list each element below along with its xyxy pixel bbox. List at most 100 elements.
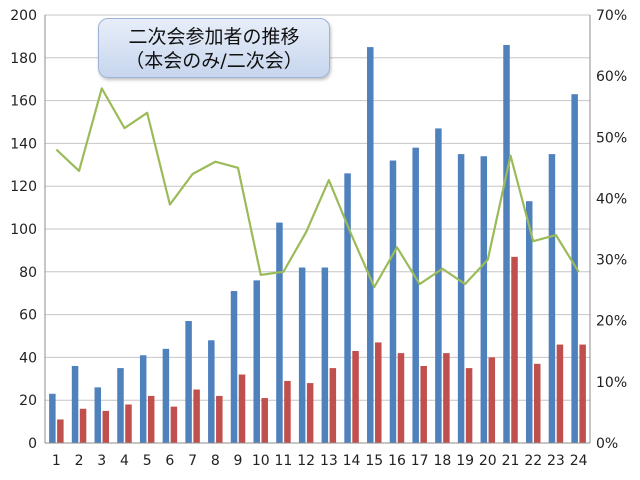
y-tick-label: 60 [19, 308, 37, 324]
y2-tick-label: 30% [596, 253, 627, 269]
x-tick-label: 9 [234, 453, 243, 469]
y2-tick-label: 40% [596, 191, 627, 207]
x-tick-label: 20 [479, 453, 497, 469]
x-tick-label: 23 [547, 453, 565, 469]
bar-red [420, 365, 427, 443]
bar-blue [253, 280, 260, 443]
x-tick-label: 10 [252, 453, 270, 469]
bar-blue [367, 47, 374, 443]
x-tick-label: 1 [52, 453, 61, 469]
y-tick-label: 20 [19, 393, 37, 409]
bar-blue [185, 321, 192, 443]
bar-red [261, 398, 268, 443]
y-tick-label: 180 [10, 51, 37, 67]
y-tick-label: 200 [10, 8, 37, 24]
bar-red [238, 374, 246, 443]
bar-blue [344, 173, 351, 444]
bar-blue [435, 128, 442, 444]
bar-blue [525, 201, 533, 443]
x-tick-label: 13 [320, 453, 338, 469]
x-tick-label: 11 [275, 453, 293, 469]
bar-blue [49, 393, 56, 443]
bar-red [352, 350, 359, 443]
x-tick-label: 6 [165, 453, 174, 469]
bar-blue [389, 160, 397, 443]
bar-red [193, 389, 200, 443]
axes [44, 15, 591, 444]
y-tick-label: 40 [19, 350, 37, 366]
chart-subtitle: （本会のみ/二次会） [125, 50, 303, 72]
bar-blue [321, 267, 329, 443]
bar-red [488, 357, 496, 443]
bar-blue [117, 368, 124, 443]
y-tick-label: 120 [10, 179, 37, 195]
bar-red [511, 256, 518, 443]
bar-red [306, 383, 314, 443]
y-axis-ticks: 0 20 40 60 80 100 120 140 160 180 200 [10, 8, 37, 452]
x-tick-label: 3 [97, 453, 106, 469]
x-tick-label: 2 [75, 453, 84, 469]
x-tick-label: 4 [120, 453, 129, 469]
bars [49, 44, 586, 444]
y2-tick-label: 70% [596, 8, 627, 24]
bar-blue [298, 267, 306, 443]
x-tick-label: 14 [343, 453, 361, 469]
chart-title: 二次会参加者の推移 [128, 26, 300, 48]
y-tick-label: 80 [19, 265, 37, 281]
x-tick-label: 19 [456, 453, 474, 469]
y2-tick-label: 10% [596, 375, 627, 391]
x-tick-label: 7 [188, 453, 197, 469]
x-tick-label: 15 [365, 453, 383, 469]
chart-title-box: 二次会参加者の推移 （本会のみ/二次会） [98, 18, 330, 78]
bar-red [125, 404, 132, 443]
bar-blue [548, 154, 556, 443]
y-tick-label: 0 [28, 436, 37, 452]
bar-red [443, 353, 450, 443]
bar-red [79, 408, 87, 443]
bar-red [216, 395, 223, 443]
bar-red [579, 344, 586, 443]
bar-blue [571, 94, 578, 444]
x-tick-label: 5 [143, 453, 152, 469]
y-tick-label: 100 [10, 222, 37, 238]
bar-blue [162, 348, 170, 443]
y2-tick-label: 50% [596, 130, 627, 146]
bar-blue [230, 291, 238, 443]
bar-blue [480, 156, 488, 444]
y2-axis-ticks: 0% 10% 20% 30% 40% 50% 60% 70% [596, 8, 627, 452]
bar-red [329, 368, 337, 443]
x-tick-label: 18 [433, 453, 451, 469]
bar-blue [71, 365, 79, 443]
x-tick-label: 21 [502, 453, 520, 469]
y2-tick-label: 20% [596, 314, 627, 330]
bar-blue [412, 147, 419, 443]
ratio-line [55, 87, 580, 289]
bar-blue [94, 387, 102, 443]
bar-blue [139, 355, 147, 443]
ratio-line-path [55, 87, 580, 289]
bar-blue [457, 154, 465, 443]
bar-red [397, 353, 405, 443]
x-tick-label: 16 [388, 453, 406, 469]
bar-blue [503, 44, 510, 444]
y-tick-label: 140 [10, 136, 37, 152]
x-tick-label: 22 [524, 453, 542, 469]
y-tick-label: 160 [10, 94, 37, 110]
bar-blue [208, 340, 215, 443]
bar-red [170, 406, 178, 443]
x-tick-label: 24 [570, 453, 588, 469]
bar-red [147, 395, 155, 443]
bar-red [57, 419, 64, 443]
bar-red [465, 368, 473, 443]
x-tick-label: 8 [211, 453, 220, 469]
y2-tick-label: 0% [596, 436, 618, 452]
x-tick-label: 12 [297, 453, 315, 469]
x-tick-label: 17 [411, 453, 429, 469]
bar-red [375, 342, 382, 443]
bar-red [284, 380, 291, 443]
bar-red [102, 410, 110, 443]
y2-tick-label: 60% [596, 69, 627, 85]
bar-blue [276, 222, 283, 443]
x-axis-ticks: 1 2 3 4 5 6 7 8 9 10 11 12 13 14 15 16 17 18 19 20 21 22 23 24 [52, 453, 588, 469]
